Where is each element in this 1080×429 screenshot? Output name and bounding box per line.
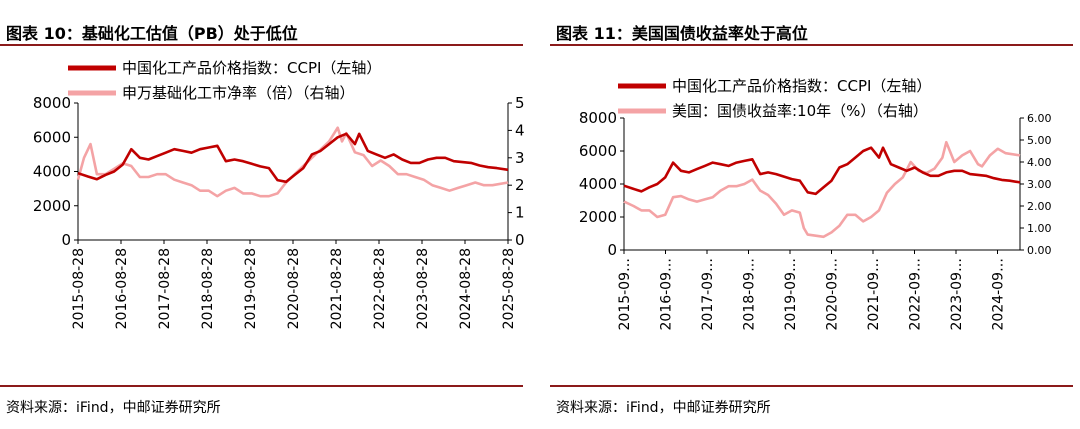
x-tick-label: 2016-08-28 bbox=[114, 248, 130, 329]
x-tick-label: 2025-08-28 bbox=[501, 248, 517, 329]
legend-label: 中国化工产品价格指数：CCPI（左轴） bbox=[672, 77, 931, 95]
x-tick-label: 2019-08-28 bbox=[243, 248, 259, 329]
y-right-tick-label: 1.00 bbox=[1027, 222, 1052, 235]
footer-rule bbox=[0, 385, 523, 387]
y-right-tick-label: 0.00 bbox=[1027, 244, 1052, 257]
x-tick-label: 2022-09… bbox=[908, 258, 924, 331]
x-tick-label: 2017-09… bbox=[700, 258, 716, 331]
y-left-tick-label: 2000 bbox=[33, 197, 71, 215]
x-tick-label: 2022-08-28 bbox=[372, 248, 388, 329]
y-right-tick-label: 5 bbox=[515, 94, 525, 112]
series-line-ccpi bbox=[77, 132, 509, 184]
source-note: 资料来源：iFind，中邮证券研究所 bbox=[556, 400, 771, 416]
x-tick-label: 2023-08-28 bbox=[415, 248, 431, 329]
title-rule bbox=[550, 44, 1073, 46]
y-left-tick-label: 8000 bbox=[579, 109, 617, 127]
series-line-ccpi bbox=[623, 146, 1021, 196]
y-left-tick-label: 4000 bbox=[33, 163, 71, 181]
x-tick-label: 2018-09… bbox=[742, 258, 758, 331]
y-right-tick-label: 3 bbox=[515, 149, 525, 167]
y-right-tick-label: 4 bbox=[515, 121, 525, 139]
y-left-tick-label: 8000 bbox=[33, 94, 71, 112]
y-right-tick-label: 4.00 bbox=[1027, 156, 1052, 169]
title-rule bbox=[0, 44, 523, 46]
x-tick-label: 2024-09… bbox=[991, 258, 1007, 331]
legend-label: 申万基础化工市净率（倍）（右轴） bbox=[122, 84, 355, 102]
x-tick-label: 2015-09… bbox=[617, 258, 633, 331]
series-line-secondary bbox=[76, 126, 509, 198]
y-left-tick-label: 6000 bbox=[33, 128, 71, 146]
left-chart-panel: 图表 10：基础化工估值（PB）处于低位 中国化工产品价格指数：CCPI（左轴）… bbox=[0, 0, 530, 429]
x-tick-label: 2017-08-28 bbox=[157, 248, 173, 329]
x-tick-label: 2020-09… bbox=[825, 258, 841, 331]
y-left-tick-label: 4000 bbox=[579, 175, 617, 193]
y-right-tick-label: 3.00 bbox=[1027, 178, 1052, 191]
x-tick-label: 2021-09… bbox=[866, 258, 882, 331]
y-right-tick-label: 6.00 bbox=[1027, 112, 1052, 125]
legend-label: 中国化工产品价格指数：CCPI（左轴） bbox=[122, 59, 381, 77]
x-tick-label: 2016-09… bbox=[659, 258, 675, 331]
series-line-secondary bbox=[623, 140, 1021, 239]
y-left-tick-label: 0 bbox=[61, 231, 71, 249]
right-chart-panel: 图表 11：美国国债收益率处于高位 中国化工产品价格指数：CCPI（左轴） 美国：… bbox=[550, 0, 1080, 429]
x-tick-label: 2015-08-28 bbox=[71, 248, 87, 329]
y-left-tick-label: 0 bbox=[607, 241, 617, 259]
y-right-tick-label: 2 bbox=[515, 176, 525, 194]
right-chart-svg: 中国化工产品价格指数：CCPI（左轴）美国：国债收益率:10年（%）（右轴）02… bbox=[579, 77, 1052, 331]
y-right-tick-label: 2.00 bbox=[1027, 200, 1052, 213]
legend-label: 美国：国债收益率:10年（%）（右轴） bbox=[672, 102, 928, 120]
y-left-tick-label: 6000 bbox=[579, 142, 617, 160]
x-tick-label: 2024-08-28 bbox=[458, 248, 474, 329]
y-right-tick-label: 5.00 bbox=[1027, 134, 1052, 147]
source-note: 资料来源：iFind，中邮证券研究所 bbox=[6, 400, 221, 416]
chart-title: 图表 10：基础化工估值（PB）处于低位 bbox=[6, 24, 298, 43]
x-tick-label: 2020-08-28 bbox=[286, 248, 302, 329]
chart-title: 图表 11：美国国债收益率处于高位 bbox=[556, 24, 808, 43]
x-tick-label: 2018-08-28 bbox=[200, 248, 216, 329]
x-tick-label: 2023-09… bbox=[949, 258, 965, 331]
left-chart-svg: 中国化工产品价格指数：CCPI（左轴） 申万基础化工市净率（倍）（右轴） 0 2000… bbox=[33, 59, 525, 329]
x-tick-label: 2021-08-28 bbox=[329, 248, 345, 329]
y-left-tick-label: 2000 bbox=[579, 208, 617, 226]
footer-rule bbox=[550, 385, 1073, 387]
x-tick-label: 2019-09… bbox=[783, 258, 799, 331]
y-right-tick-label: 0 bbox=[515, 231, 525, 249]
y-right-tick-label: 1 bbox=[515, 204, 525, 222]
